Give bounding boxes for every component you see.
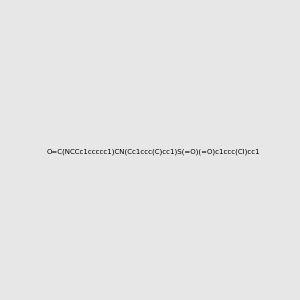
Text: O=C(NCCc1ccccc1)CN(Cc1ccc(C)cc1)S(=O)(=O)c1ccc(Cl)cc1: O=C(NCCc1ccccc1)CN(Cc1ccc(C)cc1)S(=O)(=O… (47, 148, 261, 155)
